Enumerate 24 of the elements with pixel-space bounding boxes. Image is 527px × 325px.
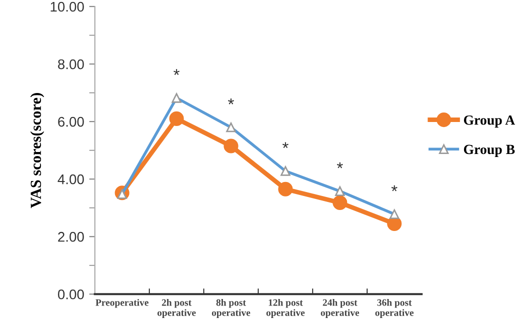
point [224,138,238,154]
annotation: * [282,142,288,148]
x-tick-label: 2h post operative [157,298,196,318]
annotation: * [174,69,180,76]
y-tick-label: 2.00 [58,232,84,242]
y-tick-label: 0.00 [58,289,84,300]
x-tick-label: 8h post operative [212,298,250,318]
y-tick-label: 10.00 [50,2,84,12]
x-tick-label: 24h post operative [320,298,360,318]
x-tick-label: 12h post operative [266,298,305,318]
x-tick-label: Preoperative [96,298,148,308]
annotation: * [336,162,343,168]
x-tick-label: 36h post operative [375,298,414,318]
y-tick-label: 8.00 [58,59,84,70]
annotation: * [391,185,398,192]
y-axis-title: VAS scores(score) [30,93,44,208]
point [169,111,184,126]
point [332,195,348,210]
point [278,182,293,196]
legend-label: Group A [464,115,516,128]
y-tick-label: 4.00 [58,174,84,184]
legend-label: Group B [464,144,515,157]
y-tick-label: 6.00 [58,116,84,127]
annotation: * [228,98,234,104]
